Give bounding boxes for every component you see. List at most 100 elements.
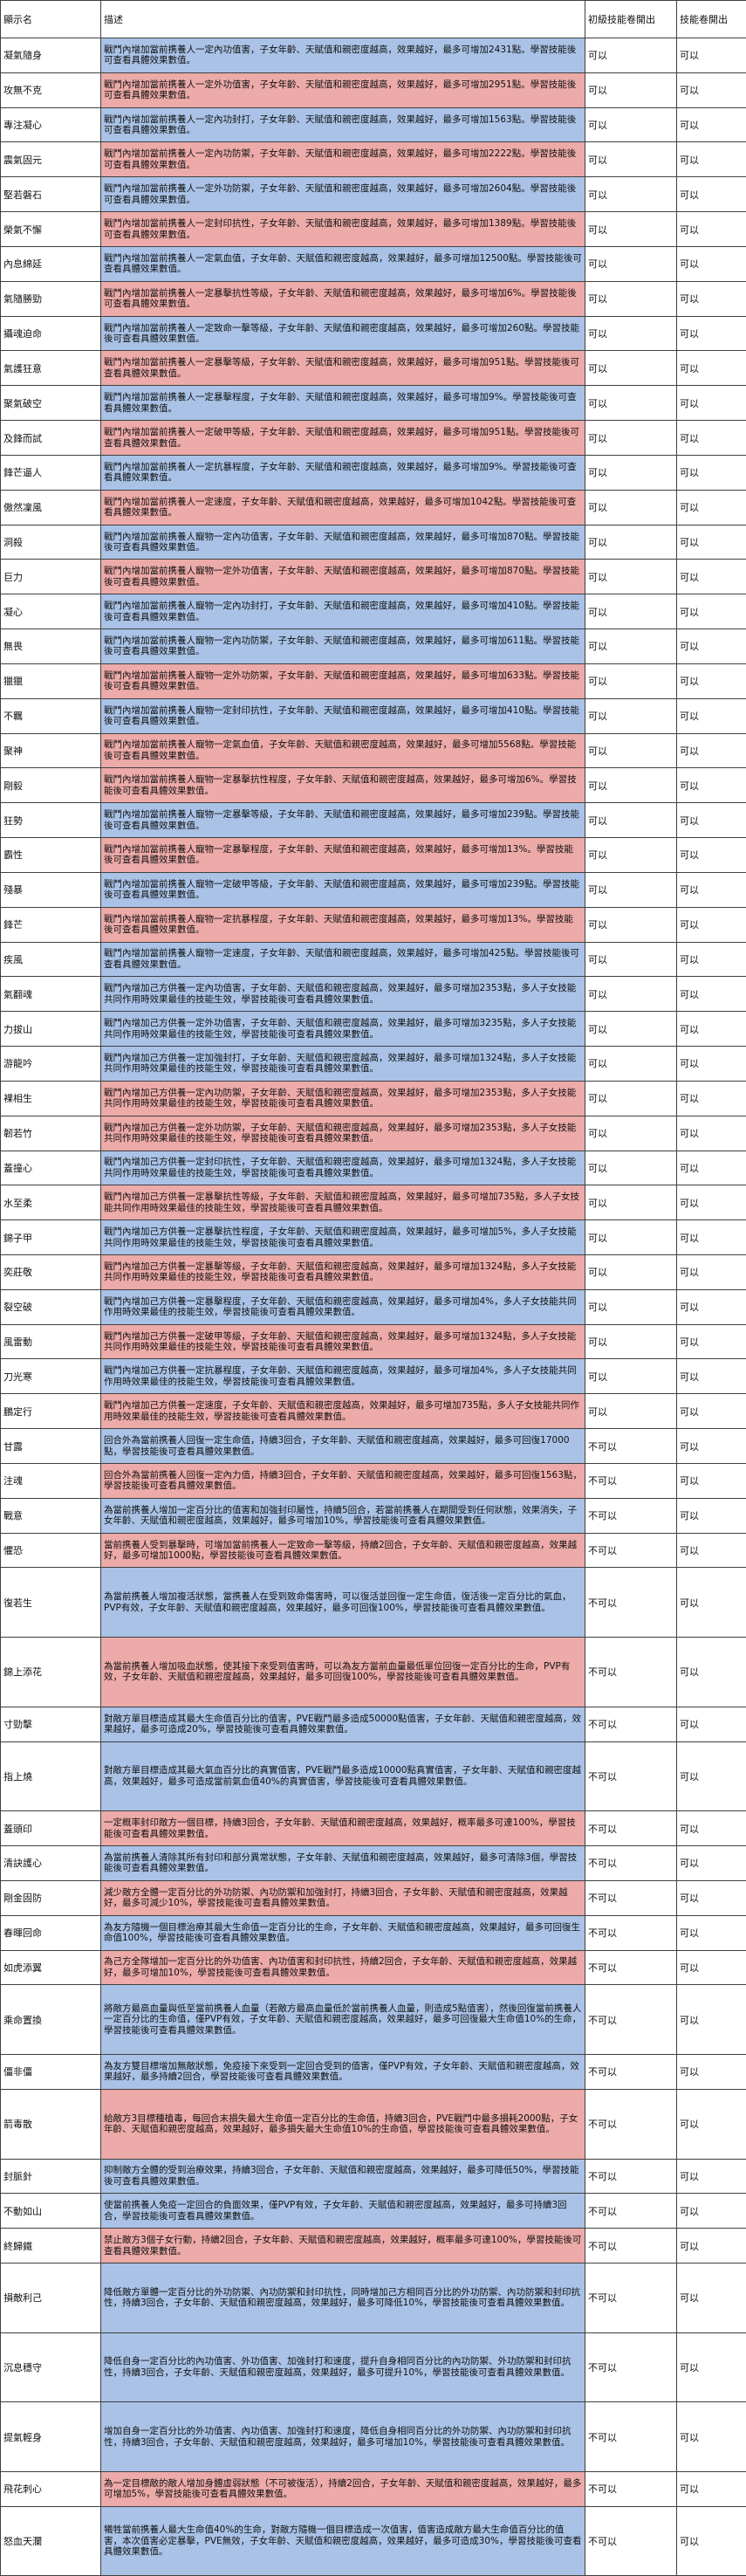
skill-description: 對敵方單目標造成其最大氣血百分比的真實值害，PVE戰鬥最多造成10000點真實值… (101, 1741, 585, 1811)
basic-scroll-flag: 不可以 (585, 1880, 677, 1915)
scroll-flag: 可以 (677, 2263, 746, 2333)
scroll-flag: 可以 (677, 1359, 746, 1394)
basic-scroll-flag: 不可以 (585, 1498, 677, 1533)
table-row: 蓋頭印一定概率封印敵方一個目標，持續3回合，子女年齡、天賦值和親密度越高，效果越… (1, 1811, 746, 1846)
scroll-flag: 可以 (677, 560, 746, 594)
scroll-flag: 可以 (677, 2471, 746, 2506)
skill-description: 回合外為當前携養人回復一定內力值，持續3回合，子女年齡、天賦值和親密度越高，效果… (101, 1463, 585, 1498)
scroll-flag: 可以 (677, 2506, 746, 2576)
table-row: 飛花刺心為一定目標敵的敵人增加身體虛弱狀態（不可被復活），持續2回合，子女年齡、… (1, 2471, 746, 2506)
basic-scroll-flag: 可以 (585, 560, 677, 594)
table-row: 水至柔戰鬥內增加己方供養一定暴擊抗性等級，子女年齡、天賦值和親密度越高，效果越好… (1, 1185, 746, 1220)
skill-name: 封脈針 (1, 2159, 101, 2194)
basic-scroll-flag: 可以 (585, 1151, 677, 1185)
skill-name: 乘命置換 (1, 1985, 101, 2055)
skill-name: 戰意 (1, 1498, 101, 1533)
skill-description: 戰鬥內增加當前携養人寵物一定暴擊程度，子女年齡、天賦值和親密度越高，效果越好，最… (101, 838, 585, 873)
skill-name: 終歸鐵 (1, 2229, 101, 2263)
skill-description: 為當前携養人增加一定百分比的值害和加強封印屬性，持續5回合，若當前携養人在期間受… (101, 1498, 585, 1533)
scroll-flag: 可以 (677, 455, 746, 490)
skill-name: 損敵利己 (1, 2263, 101, 2333)
basic-scroll-flag: 不可以 (585, 2194, 677, 2229)
skill-name: 裂空破 (1, 1289, 101, 1324)
basic-scroll-flag: 不可以 (585, 2229, 677, 2263)
skill-name: 剛毅 (1, 768, 101, 803)
scroll-flag: 可以 (677, 1394, 746, 1429)
table-row: 箭毒散給敵方3目標種植毒，每回合末損失最大生命值一定百分比的生命值，持續3回合，… (1, 2089, 746, 2159)
table-row: 裂空破戰鬥內增加己方供養一定暴擊程度，子女年齡、天賦值和親密度越高，效果越好，最… (1, 1289, 746, 1324)
scroll-flag: 可以 (677, 142, 746, 177)
skill-description: 犧牲當前携養人最大生命值40%的生命，對敵方隨機一個目標造成一次值害，值害造成敵… (101, 2506, 585, 2576)
skill-description: 戰鬥內增加己方供養一定暴擊程度，子女年齡、天賦值和親密度越高，效果越好，最多可增… (101, 1289, 585, 1324)
skill-name: 提氣輕身 (1, 2402, 101, 2472)
skill-name: 水至柔 (1, 1185, 101, 1220)
skill-description: 戰鬥內增加當前携養人一定暴擊程度，子女年齡、天賦值和親密度越高，效果越好，最多可… (101, 386, 585, 421)
skill-name: 傲然凜風 (1, 490, 101, 525)
scroll-flag: 可以 (677, 490, 746, 525)
skill-name: 甘露 (1, 1429, 101, 1464)
basic-scroll-flag: 可以 (585, 1359, 677, 1394)
basic-scroll-flag: 不可以 (585, 2159, 677, 2194)
table-row: 寸勁擊對敵方單目標造成其最大生命值百分比的值害，PVE戰鬥最多造成50000點值… (1, 1707, 746, 1741)
skill-description: 戰鬥內增加當前携養人寵物一定內功值害，子女年齡、天賦值和親密度越高，效果越好，最… (101, 525, 585, 560)
skill-name: 剛金固防 (1, 1880, 101, 1915)
skill-description: 為當前携養人清除其所有封印和部分異常狀態，子女年齡、天賦值和親密度越高，效果越好… (101, 1846, 585, 1881)
skill-name: 聚神 (1, 733, 101, 768)
table-row: 力拔山戰鬥內增加己方供養一定外功值害，子女年齡、天賦值和親密度越高，效果越好，最… (1, 1012, 746, 1047)
basic-scroll-flag: 可以 (585, 421, 677, 456)
skill-name: 氣翻魂 (1, 977, 101, 1012)
scroll-flag: 可以 (677, 1429, 746, 1464)
scroll-flag: 可以 (677, 2089, 746, 2159)
skill-name: 懼恐 (1, 1533, 101, 1568)
basic-scroll-flag: 不可以 (585, 2402, 677, 2472)
table-row: 如虎添翼為己方全隊增加一定百分比的外功值害、內功值害和封印抗性，持續2回合，子女… (1, 1950, 746, 1985)
skill-description: 戰鬥內增加當前携養人一定內功值害，子女年齡、天賦值和親密度越高，效果越好，最多可… (101, 38, 585, 73)
skill-description: 戰鬥內增加當前携養人寵物一定內功封打，子女年齡、天賦值和親密度越高，效果越好，最… (101, 594, 585, 629)
skill-name: 凝心 (1, 594, 101, 629)
skill-description: 戰鬥內增加當前携養人一定氣血值，子女年齡、天賦值和親密度越高，效果越好，最多可增… (101, 246, 585, 281)
scroll-flag: 可以 (677, 1811, 746, 1846)
basic-scroll-flag: 可以 (585, 142, 677, 177)
skill-name: 凝氣隨身 (1, 38, 101, 73)
skill-description: 戰鬥內增加當前携養人一定內功封打，子女年齡、天賦值和親密度越高，效果越好，最多可… (101, 107, 585, 142)
skill-name: 如虎添翼 (1, 1950, 101, 1985)
table-row: 提氣輕身增加自身一定百分比的外功值害、內功值害、加強封打和速度，降低自身相同百分… (1, 2402, 746, 2472)
skill-name: 攝魂迫命 (1, 316, 101, 351)
scroll-flag: 可以 (677, 1116, 746, 1151)
basic-scroll-flag: 可以 (585, 1047, 677, 1082)
table-row: 堅若磐石戰鬥內增加當前携養人一定外功防禦，子女年齡、天賦值和親密度越高，效果越好… (1, 177, 746, 212)
scroll-flag: 可以 (677, 907, 746, 942)
basic-scroll-flag: 不可以 (585, 2055, 677, 2090)
skill-description: 戰鬥內增加己方供養一定暴擊等級，子女年齡、天賦值和親密度越高，效果越好，最多可增… (101, 1254, 585, 1289)
skill-name: 攻無不克 (1, 72, 101, 107)
skill-description: 戰鬥內增加當前携養人寵物一定速度，子女年齡、天賦值和親密度越高，效果越好，最多可… (101, 942, 585, 977)
skill-name: 氣護狂意 (1, 351, 101, 386)
skill-description: 戰鬥內增加當前携養人寵物一定內功防禦，子女年齡、天賦值和親密度越高，效果越好，最… (101, 629, 585, 664)
basic-scroll-flag: 不可以 (585, 1985, 677, 2055)
scroll-flag: 可以 (677, 872, 746, 907)
table-row: 狂勢戰鬥內增加當前携養人寵物一定暴擊等級，子女年齡、天賦值和親密度越高，效果越好… (1, 803, 746, 838)
table-row: 游龍吟戰鬥內增加己方供養一定加強封打，子女年齡、天賦值和親密度越高，效果越好，最… (1, 1047, 746, 1082)
basic-scroll-flag: 不可以 (585, 1811, 677, 1846)
basic-scroll-flag: 可以 (585, 246, 677, 281)
scroll-flag: 可以 (677, 1254, 746, 1289)
basic-scroll-flag: 可以 (585, 1254, 677, 1289)
header-description: 描述 (101, 1, 585, 38)
skill-name: 寸勁擊 (1, 1707, 101, 1741)
table-row: 不動如山使當前携養人免疫一定回合的負面效果，僅PVP有效，子女年齡、天賦值和親密… (1, 2194, 746, 2229)
scroll-flag: 可以 (677, 2332, 746, 2402)
skill-description: 回合外為當前携養人回復一定生命值，持續3回合，子女年齡、天賦值和親密度越高，效果… (101, 1429, 585, 1464)
basic-scroll-flag: 可以 (585, 281, 677, 316)
skill-description: 將敵方最高血量與低至當前携養人血量（若敵方最高血量低於當前携養人血量，則造成5點… (101, 1985, 585, 2055)
skill-description: 戰鬥內增加當前携養人寵物一定抗暴程度，子女年齡、天賦值和親密度越高，效果越好，最… (101, 907, 585, 942)
table-row: 封脈針抑制敵方全體的受到治療效果，持續3回合，子女年齡、天賦值和親密度越高，效果… (1, 2159, 746, 2194)
table-row: 凝心戰鬥內增加當前携養人寵物一定內功封打，子女年齡、天賦值和親密度越高，效果越好… (1, 594, 746, 629)
table-row: 氣翻魂戰鬥內增加己方供養一定內功值害，子女年齡、天賦值和親密度越高，效果越好，最… (1, 977, 746, 1012)
scroll-flag: 可以 (677, 838, 746, 873)
skill-name: 內息綿延 (1, 246, 101, 281)
table-row: 終歸鐵禁止敵方3個子女行動，持續2回合，子女年齡、天賦值和親密度越高，效果越好，… (1, 2229, 746, 2263)
scroll-flag: 可以 (677, 1741, 746, 1811)
table-row: 沉息穩守降低自身一定百分比的內功值害、外功值害、加強封打和速度，提升自身相同百分… (1, 2332, 746, 2402)
table-row: 錦子甲戰鬥內增加己方供養一定暴擊抗性程度，子女年齡、天賦值和親密度越高，效果越好… (1, 1220, 746, 1255)
skill-name: 鋒芒 (1, 907, 101, 942)
